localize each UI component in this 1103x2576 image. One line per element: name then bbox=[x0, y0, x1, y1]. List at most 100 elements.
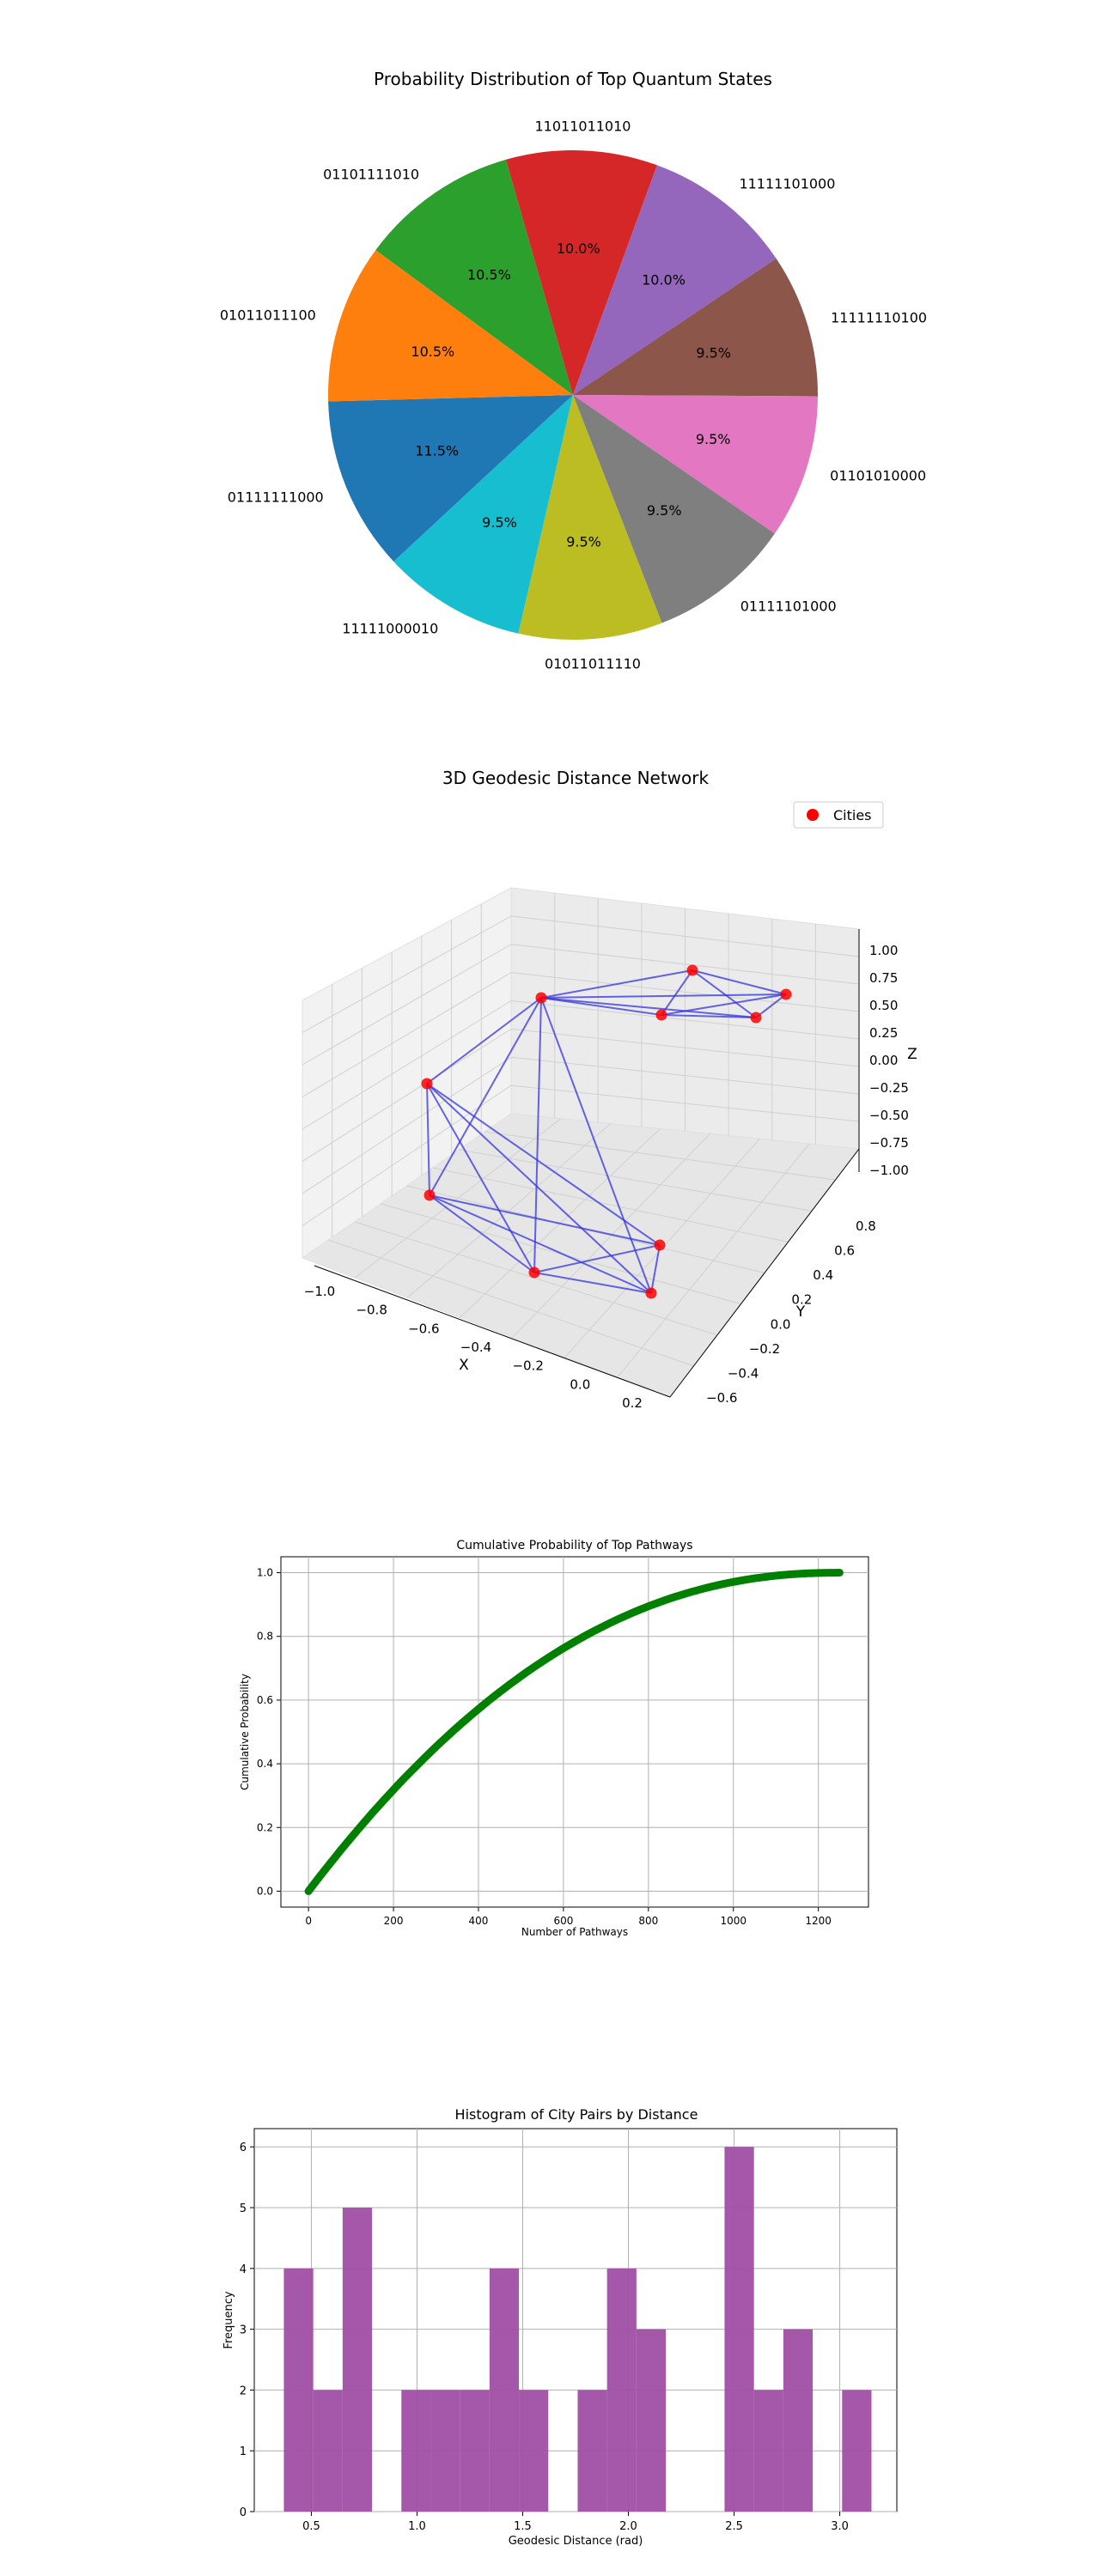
legend-label: Cities bbox=[833, 807, 872, 823]
network-edge bbox=[650, 1244, 661, 1294]
city-point bbox=[645, 1287, 657, 1299]
histogram-bar bbox=[313, 2390, 343, 2512]
pie-slice bbox=[328, 250, 573, 402]
y-tick-label: 0.4 bbox=[257, 1758, 273, 1770]
pie-percent-label: 10.5% bbox=[467, 267, 511, 283]
x-tick-label: 2.5 bbox=[725, 2520, 743, 2533]
city-point bbox=[535, 992, 547, 1004]
y-tick-label: 3 bbox=[240, 2324, 247, 2337]
pie-percent-label: 9.5% bbox=[647, 502, 682, 519]
z-tick-label: 1.00 bbox=[869, 943, 898, 958]
network-edge bbox=[429, 997, 542, 1196]
grid-line bbox=[459, 1149, 813, 1212]
y-tick-label: 4 bbox=[240, 2263, 247, 2276]
city-point bbox=[780, 988, 792, 1000]
grid-line bbox=[328, 1239, 694, 1367]
line-chart: Cumulative Probability of Top Pathways 0… bbox=[239, 1539, 869, 1938]
city-point bbox=[654, 1239, 666, 1251]
y-tick-label: 1 bbox=[240, 2445, 247, 2458]
histogram-bar bbox=[519, 2390, 549, 2512]
x-tick-label: 600 bbox=[553, 1915, 573, 1927]
line-x-label: Number of Pathways bbox=[521, 1926, 628, 1938]
histogram-bar bbox=[753, 2390, 783, 2512]
pie-slice bbox=[573, 395, 775, 623]
network-edge bbox=[755, 993, 787, 1018]
histogram-bar bbox=[636, 2329, 667, 2512]
y-tick-label: 0.0 bbox=[257, 1885, 273, 1897]
pie-slice bbox=[375, 159, 573, 395]
x-tick-label: 2.0 bbox=[619, 2520, 637, 2533]
pie-slice-label: 01101010000 bbox=[830, 468, 926, 484]
z-axis-label: Z bbox=[907, 1046, 917, 1063]
x-tick-label: 1.0 bbox=[408, 2520, 426, 2533]
pie-percent-label: 9.5% bbox=[696, 431, 731, 447]
city-point bbox=[528, 1267, 540, 1279]
network-edge bbox=[426, 1083, 661, 1246]
network-edge bbox=[540, 993, 787, 999]
network-edge bbox=[533, 997, 542, 1273]
pie-chart: Probability Distribution of Top Quantum … bbox=[220, 69, 927, 672]
pie-percent-label: 11.5% bbox=[415, 443, 459, 459]
network-edge bbox=[661, 969, 693, 1016]
x-tick-label: 1.5 bbox=[514, 2520, 532, 2533]
pie-slice bbox=[328, 395, 573, 562]
histogram-bar bbox=[401, 2390, 431, 2512]
z-tick-label: 0.25 bbox=[869, 1025, 898, 1041]
grid-line bbox=[302, 1028, 512, 1162]
hist-title: Histogram of City Pairs by Distance bbox=[455, 2106, 698, 2123]
grid-line bbox=[484, 1131, 836, 1181]
pie-percent-label: 9.5% bbox=[566, 534, 601, 550]
line-plot-area bbox=[280, 1556, 869, 1908]
y-axis-label: Y bbox=[795, 1303, 806, 1321]
grid-line bbox=[302, 1084, 512, 1226]
x-tick-label: 1000 bbox=[720, 1915, 747, 1927]
y-tick-label: 5 bbox=[240, 2202, 247, 2215]
cumulative-line bbox=[304, 1569, 844, 1895]
city-point bbox=[421, 1078, 433, 1090]
histogram-bar bbox=[283, 2268, 314, 2512]
z-tick-label: −0.75 bbox=[869, 1135, 909, 1151]
histogram-bar bbox=[460, 2390, 490, 2512]
y-tick-label: 0.0 bbox=[771, 1316, 791, 1332]
histogram-bar bbox=[430, 2390, 460, 2512]
y-axis-line bbox=[669, 1148, 860, 1398]
pie-slice bbox=[518, 395, 662, 640]
network-edge bbox=[426, 1083, 430, 1196]
histogram-bar bbox=[342, 2208, 373, 2512]
network-edge bbox=[533, 1272, 652, 1294]
pie-slice-label: 01111101000 bbox=[740, 598, 837, 615]
city-point bbox=[750, 1012, 762, 1024]
x-tick-label: 0 bbox=[305, 1915, 312, 1927]
pie-slice bbox=[573, 165, 777, 395]
x-tick-label: 1200 bbox=[805, 1915, 832, 1927]
x-tick-label: 0.5 bbox=[302, 2520, 320, 2533]
network-edge bbox=[540, 997, 652, 1294]
pie-slice-label: 11111101000 bbox=[739, 175, 835, 191]
grid-line bbox=[302, 1000, 512, 1130]
x-tick-label: 3.0 bbox=[831, 2520, 849, 2533]
pie-slice-label: 11011011010 bbox=[534, 118, 631, 135]
pie-percent-label: 10.5% bbox=[411, 343, 454, 360]
histogram-bar bbox=[783, 2329, 814, 2512]
y-tick-label: 0.4 bbox=[813, 1267, 833, 1283]
pie-slice bbox=[573, 395, 818, 534]
network-edge bbox=[426, 1083, 652, 1294]
grid-line bbox=[432, 1167, 789, 1242]
grid-line bbox=[354, 1221, 718, 1336]
network-edge bbox=[540, 997, 662, 1016]
z-tick-label: 0.00 bbox=[869, 1053, 898, 1068]
city-point bbox=[424, 1189, 436, 1201]
y-tick-label: −0.4 bbox=[728, 1365, 759, 1381]
histogram-chart: Histogram of City Pairs by Distance 0.5 1… bbox=[222, 2106, 898, 2548]
x-tick-label: −0.4 bbox=[460, 1340, 491, 1355]
city-point bbox=[686, 964, 698, 976]
pie-slice-label: 01011011100 bbox=[220, 307, 316, 323]
y-tick-label: −0.6 bbox=[706, 1390, 737, 1406]
network-edge bbox=[426, 997, 542, 1084]
y-tick-label: −0.2 bbox=[749, 1341, 780, 1357]
hist-x-label: Geodesic Distance (rad) bbox=[509, 2535, 643, 2548]
pie-slice bbox=[393, 395, 573, 634]
legend: Cities bbox=[793, 801, 884, 829]
y-tick-label: 0.6 bbox=[834, 1243, 855, 1259]
y-tick-label: 0.8 bbox=[856, 1218, 876, 1234]
